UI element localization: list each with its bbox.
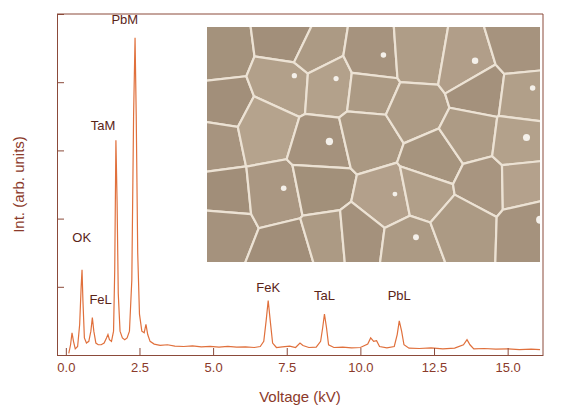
particle xyxy=(326,138,333,145)
y-tick xyxy=(57,219,64,220)
x-tick-mark xyxy=(434,348,435,355)
plot-area xyxy=(69,38,540,353)
y-tick-mark xyxy=(57,355,64,356)
y-tick-mark xyxy=(57,150,64,151)
inset-image xyxy=(207,27,540,262)
grain xyxy=(492,116,540,165)
peak-label: FeL xyxy=(89,292,111,307)
y-axis xyxy=(57,15,64,356)
particle xyxy=(281,186,287,192)
peak-label: OK xyxy=(72,230,91,245)
x-tick-mark xyxy=(508,348,509,355)
x-tick: 5.0 xyxy=(205,348,223,375)
x-tick-label: 2.5 xyxy=(131,360,149,375)
grain xyxy=(207,166,251,214)
x-tick-label: 0.0 xyxy=(57,360,75,375)
particle xyxy=(536,216,540,224)
chart: 0.0 2.5 5.0 7.5 10.0 12.5 15.0 Voltage (kV) Int.… xyxy=(0,0,567,412)
x-tick-mark xyxy=(66,348,67,355)
particle xyxy=(413,234,419,240)
y-tick-mark xyxy=(57,219,64,220)
particle xyxy=(530,85,535,90)
x-tick-label: 15.0 xyxy=(495,360,520,375)
y-tick xyxy=(57,355,64,356)
x-tick-mark xyxy=(360,348,361,355)
spectrum-line xyxy=(69,38,540,353)
grain xyxy=(430,195,496,262)
peak-label: TaL xyxy=(314,288,335,303)
x-axis-line xyxy=(58,355,544,356)
particle xyxy=(472,57,478,63)
peak-label: FeK xyxy=(256,280,280,295)
frame-right xyxy=(543,14,544,355)
x-tick-mark xyxy=(213,348,214,355)
grain xyxy=(499,70,540,123)
grain xyxy=(495,199,540,262)
x-tick-label: 10.0 xyxy=(348,360,373,375)
x-tick-label: 5.0 xyxy=(205,360,223,375)
x-axis-title: Voltage (kV) xyxy=(259,388,341,405)
x-tick-mark xyxy=(139,348,140,355)
particle xyxy=(381,52,387,58)
x-tick: 15.0 xyxy=(495,348,520,375)
peak-label: PbL xyxy=(388,288,411,303)
y-tick xyxy=(57,150,64,151)
y-tick-mark xyxy=(57,82,64,83)
x-tick-label: 7.5 xyxy=(278,360,296,375)
y-axis-title: Int. (arb. units) xyxy=(10,136,27,233)
grain xyxy=(439,108,497,164)
x-tick: 0.0 xyxy=(57,348,75,375)
annotations: OK FeL TaM PbM FeK TaL PbL xyxy=(72,12,410,307)
grain xyxy=(305,56,352,118)
grain xyxy=(300,210,345,262)
particle xyxy=(392,192,397,197)
x-tick-mark xyxy=(287,348,288,355)
grain xyxy=(340,202,384,262)
x-tick: 7.5 xyxy=(278,348,296,375)
grain xyxy=(481,27,540,74)
y-axis-line xyxy=(57,15,58,356)
grain xyxy=(343,27,397,78)
particle xyxy=(292,73,297,78)
x-tick: 2.5 xyxy=(131,348,149,375)
x-tick: 12.5 xyxy=(422,348,447,375)
y-tick-mark xyxy=(57,287,64,288)
peak-label: TaM xyxy=(91,118,116,133)
x-tick-label: 12.5 xyxy=(422,360,447,375)
particle xyxy=(333,76,338,81)
y-tick xyxy=(57,82,64,83)
x-axis: 0.0 2.5 5.0 7.5 10.0 12.5 15.0 xyxy=(57,348,543,375)
x-tick: 10.0 xyxy=(348,348,373,375)
y-tick xyxy=(57,287,64,288)
peak-label: PbM xyxy=(111,12,138,27)
particle xyxy=(523,134,530,141)
